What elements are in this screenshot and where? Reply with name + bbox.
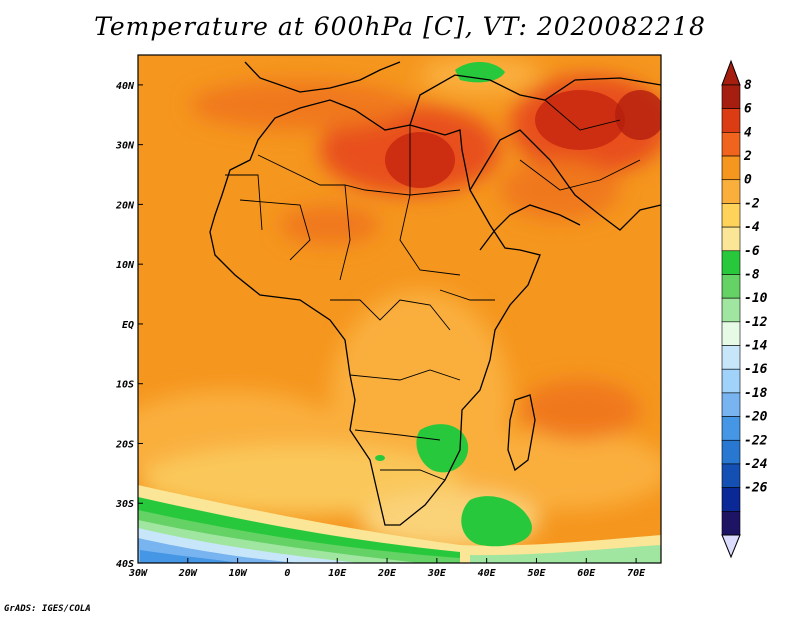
country-borders (225, 99, 641, 481)
lon-label: 30W (128, 568, 148, 579)
lat-label: 30N (115, 141, 135, 152)
colorbar-swatch (721, 250, 741, 275)
lon-label: 20W (178, 568, 198, 579)
colorbar-label: -18 (744, 386, 768, 401)
longitude-labels: 30W 20W 10W 0 10E 20E 30E 40E 50E 60E 70E (128, 558, 646, 579)
colorbar-top-arrow (721, 59, 741, 86)
colorbar-label: -22 (744, 433, 768, 448)
lon-label: 40E (478, 568, 497, 579)
lat-label: 20S (115, 439, 134, 450)
lon-label: 10E (328, 568, 347, 579)
lat-label: EQ (122, 320, 134, 331)
colorbar-label: 0 (744, 173, 752, 188)
temperature-field (138, 55, 661, 563)
colorbar-swatch (721, 108, 741, 133)
lat-label: 20N (115, 200, 135, 211)
colorbar-label: -26 (744, 481, 768, 496)
lat-label: 10N (116, 260, 135, 271)
lon-label: 20E (377, 568, 397, 579)
colorbar-swatch (721, 226, 741, 252)
colorbar-swatch (721, 487, 741, 512)
colorbar-bottom-arrow (721, 534, 741, 559)
lon-label: 0 (284, 568, 290, 579)
colorbar-label: 6 (744, 102, 752, 117)
lat-label: 40S (116, 559, 134, 570)
colorbar-swatch (721, 511, 741, 536)
colorbar-swatch (721, 463, 741, 488)
colorbar-label: -10 (744, 291, 768, 306)
grads-credit: GrADS: IGES/COLA (4, 604, 91, 614)
latitude-labels: 40N 30N 20N 10N EQ 10S 20S 30S 40S (115, 81, 143, 570)
colorbar-label: -2 (744, 196, 760, 211)
lon-label: 10W (229, 568, 248, 579)
colorbar-swatch (721, 345, 741, 370)
colorbar-swatch (721, 416, 741, 441)
colorbar: 8 6 4 2 0 -2 -4 -6 -8 -10 -12 -14 -16 -18 -20 -22 -24 -26 (721, 59, 768, 559)
colorbar-label: 2 (743, 149, 752, 164)
colorbar-label: 4 (744, 125, 752, 140)
colorbar-swatch (721, 132, 741, 157)
colorbar-label: -16 (744, 362, 768, 377)
colorbar-swatch (721, 368, 741, 394)
lon-label: 60E (577, 568, 596, 579)
colorbar-swatch (721, 179, 741, 204)
colorbar-swatch (721, 297, 741, 323)
colorbar-swatch (721, 439, 741, 465)
plot-frame (137, 54, 662, 564)
colorbar-label: -14 (744, 339, 768, 354)
colorbar-swatch (721, 155, 741, 181)
lat-label: 40N (116, 81, 135, 92)
colorbar-label: -4 (744, 220, 760, 235)
lat-label: 10S (116, 380, 134, 391)
lon-label: 70E (627, 568, 646, 579)
lon-label: 50E (527, 568, 546, 579)
colorbar-label: -12 (744, 315, 768, 330)
colorbar-swatch (721, 392, 741, 417)
colorbar-label: -24 (744, 457, 768, 472)
chart-title: Temperature at 600hPa [C], VT: 202008221… (94, 12, 706, 41)
colorbar-label: -20 (744, 410, 768, 425)
lon-label: 30E (427, 568, 447, 579)
colorbar-swatch (721, 84, 741, 109)
colorbar-label: -8 (744, 267, 760, 282)
colorbar-swatch (721, 321, 741, 346)
lat-label: 30S (115, 499, 134, 510)
colorbar-swatch (721, 274, 741, 299)
colorbar-swatch (721, 203, 741, 228)
colorbar-label: -6 (744, 244, 760, 259)
colorbar-label: 8 (744, 78, 752, 93)
